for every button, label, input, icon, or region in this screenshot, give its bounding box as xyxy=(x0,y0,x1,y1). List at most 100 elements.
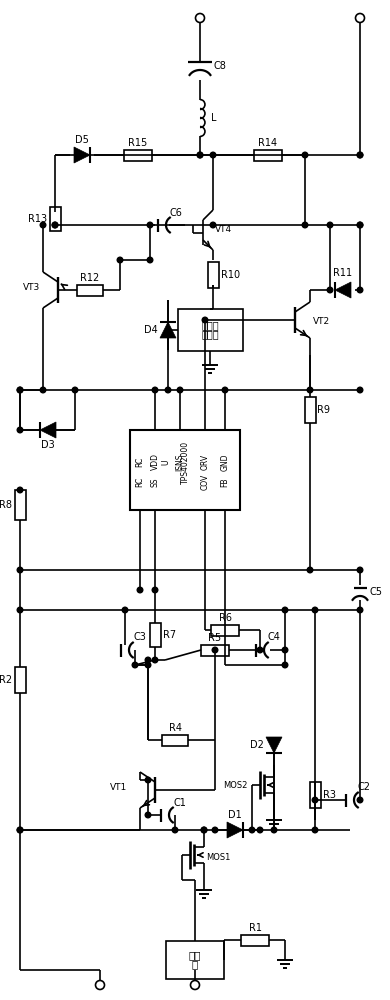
Circle shape xyxy=(257,827,263,833)
Circle shape xyxy=(282,607,288,613)
Text: D4: D4 xyxy=(144,325,158,335)
Circle shape xyxy=(117,257,123,263)
Circle shape xyxy=(201,827,207,833)
Text: D1: D1 xyxy=(228,810,242,820)
Text: COV: COV xyxy=(200,474,209,490)
Text: 器: 器 xyxy=(192,960,198,970)
Circle shape xyxy=(52,222,58,228)
Text: R1: R1 xyxy=(248,923,262,933)
Circle shape xyxy=(197,152,203,158)
Text: C4: C4 xyxy=(268,633,281,643)
Circle shape xyxy=(195,13,204,22)
Polygon shape xyxy=(40,422,56,438)
Text: C6: C6 xyxy=(170,208,183,218)
Circle shape xyxy=(165,387,171,393)
Circle shape xyxy=(282,662,288,668)
Bar xyxy=(14,490,25,520)
Circle shape xyxy=(122,607,128,613)
Text: C8: C8 xyxy=(213,61,226,71)
Text: ISNS: ISNS xyxy=(176,453,184,471)
Text: VDD: VDD xyxy=(151,454,160,471)
Bar xyxy=(207,262,218,288)
Circle shape xyxy=(357,797,363,803)
Circle shape xyxy=(17,427,23,433)
Text: D3: D3 xyxy=(41,440,55,450)
Text: R13: R13 xyxy=(28,214,48,224)
Circle shape xyxy=(172,827,178,833)
Circle shape xyxy=(307,567,313,573)
Bar xyxy=(177,309,243,351)
Bar xyxy=(149,623,161,647)
Circle shape xyxy=(222,387,228,393)
Circle shape xyxy=(212,827,218,833)
Circle shape xyxy=(302,152,308,158)
Circle shape xyxy=(137,587,143,593)
Circle shape xyxy=(96,980,105,990)
Text: TPS402000: TPS402000 xyxy=(181,440,190,484)
Bar xyxy=(130,430,240,510)
Circle shape xyxy=(147,222,153,228)
Circle shape xyxy=(210,222,216,228)
Text: R11: R11 xyxy=(333,268,353,278)
Circle shape xyxy=(17,387,23,393)
Text: 过流保: 过流保 xyxy=(201,320,219,330)
Text: R15: R15 xyxy=(128,138,148,148)
Circle shape xyxy=(145,662,151,668)
Text: VT4: VT4 xyxy=(215,226,232,234)
Text: C2: C2 xyxy=(358,782,371,792)
Text: R14: R14 xyxy=(259,138,278,148)
Text: R4: R4 xyxy=(168,723,181,733)
Text: C1: C1 xyxy=(173,798,186,808)
Text: C3: C3 xyxy=(133,633,146,643)
Text: D2: D2 xyxy=(250,740,264,750)
Polygon shape xyxy=(266,737,282,753)
Circle shape xyxy=(282,647,288,653)
Circle shape xyxy=(17,387,23,393)
Polygon shape xyxy=(74,147,90,163)
Text: SS: SS xyxy=(151,477,160,487)
Bar xyxy=(14,667,25,693)
Circle shape xyxy=(307,387,313,393)
Bar xyxy=(310,782,321,808)
Circle shape xyxy=(357,152,363,158)
Circle shape xyxy=(17,487,23,493)
Bar xyxy=(166,941,224,979)
Text: R9: R9 xyxy=(317,405,330,415)
Circle shape xyxy=(152,587,158,593)
Text: U: U xyxy=(161,459,170,465)
Circle shape xyxy=(357,607,363,613)
Text: R12: R12 xyxy=(80,273,99,283)
Circle shape xyxy=(257,647,263,653)
Text: R3: R3 xyxy=(323,790,335,800)
Circle shape xyxy=(145,657,151,663)
Text: R6: R6 xyxy=(218,613,232,623)
Circle shape xyxy=(132,662,138,668)
Circle shape xyxy=(72,387,78,393)
Circle shape xyxy=(357,387,363,393)
Circle shape xyxy=(17,827,23,833)
Circle shape xyxy=(271,827,277,833)
Circle shape xyxy=(210,152,216,158)
Circle shape xyxy=(357,222,363,228)
Text: RC: RC xyxy=(135,457,145,467)
Text: VT1: VT1 xyxy=(110,784,127,792)
Circle shape xyxy=(152,387,158,393)
Text: VT2: VT2 xyxy=(313,318,330,326)
Circle shape xyxy=(202,317,208,323)
Circle shape xyxy=(190,980,200,990)
Text: 护电路: 护电路 xyxy=(201,330,219,340)
Bar xyxy=(254,149,282,160)
Circle shape xyxy=(249,827,255,833)
Circle shape xyxy=(17,607,23,613)
Circle shape xyxy=(302,222,308,228)
Circle shape xyxy=(357,152,363,158)
Circle shape xyxy=(40,387,46,393)
Circle shape xyxy=(152,657,158,663)
Polygon shape xyxy=(335,282,351,298)
Text: 温控: 温控 xyxy=(189,950,201,960)
Text: RC: RC xyxy=(135,477,145,487)
Text: L: L xyxy=(211,113,216,123)
Circle shape xyxy=(17,827,23,833)
Bar xyxy=(162,734,188,746)
Circle shape xyxy=(147,257,153,263)
